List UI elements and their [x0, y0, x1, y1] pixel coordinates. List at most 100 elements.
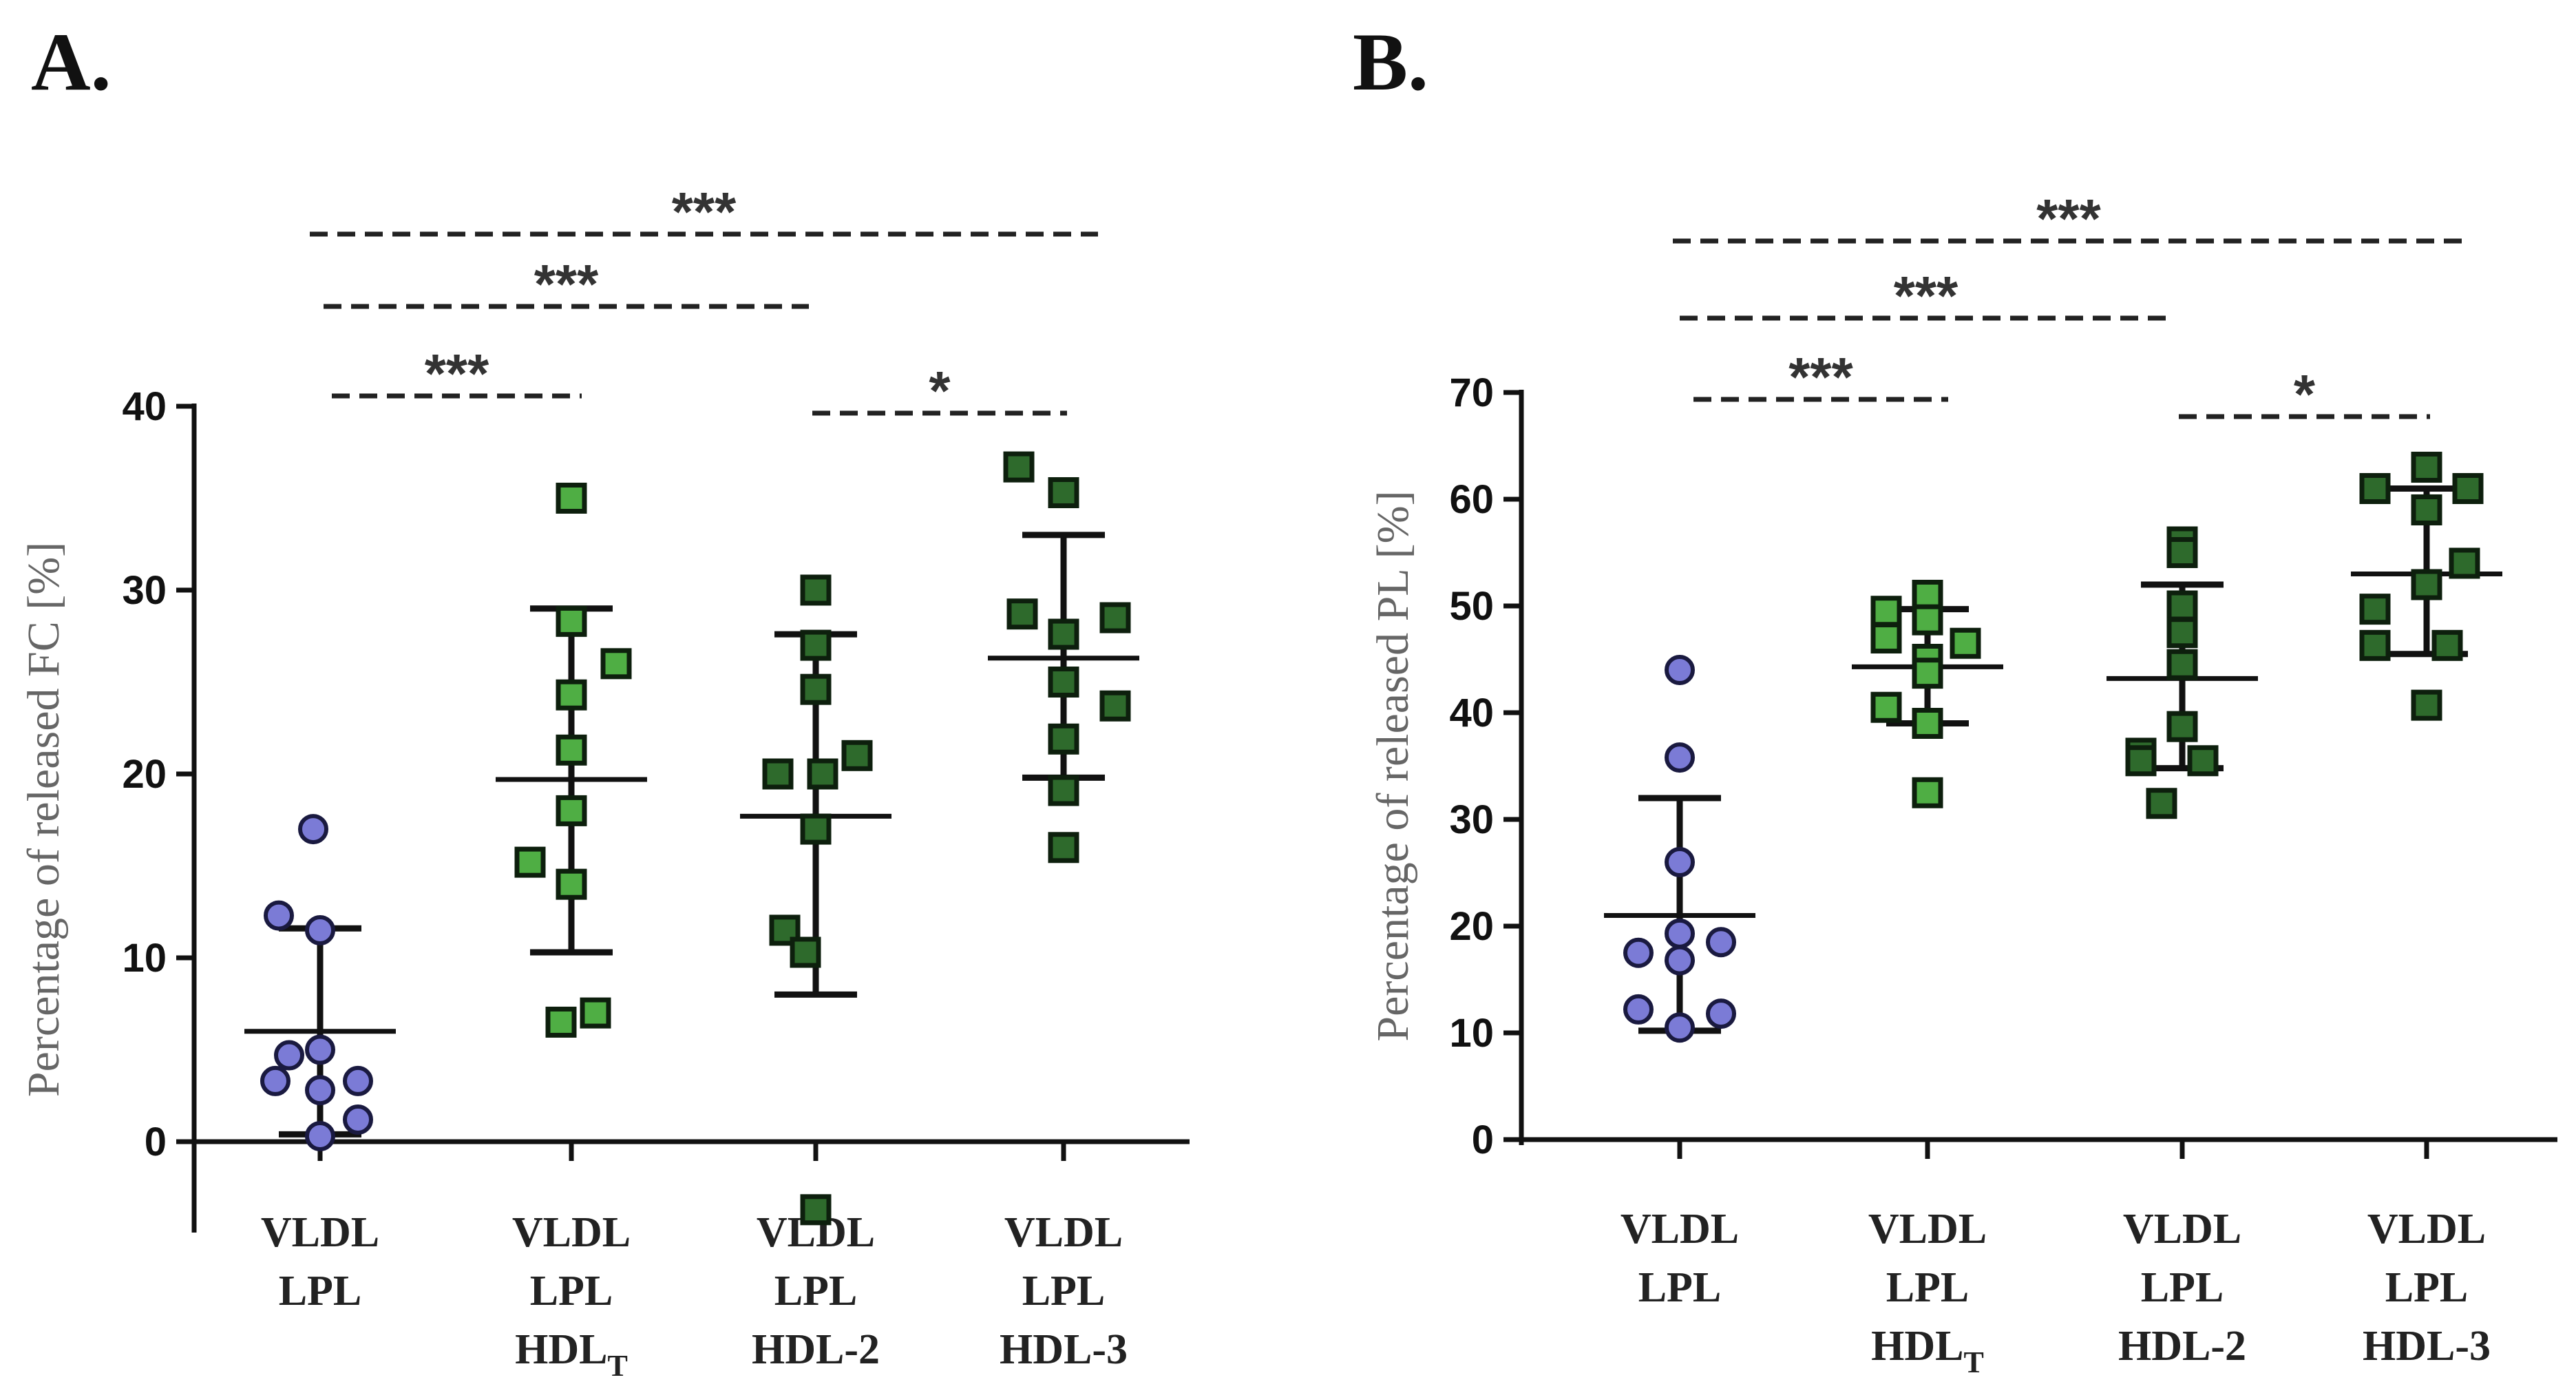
data-point	[1665, 918, 1695, 949]
data-point	[1048, 775, 1079, 806]
panel-0: A. 0 10 20 30 40 Percentage of released FC [%]…	[19, 16, 1190, 1383]
data-point	[1665, 655, 1695, 685]
data-point	[556, 483, 587, 514]
category-label-line: HDL-2	[2118, 1323, 2246, 1370]
data-point	[2187, 745, 2219, 777]
data-point	[556, 734, 587, 766]
data-point	[2359, 629, 2391, 661]
data-point	[1665, 1012, 1695, 1043]
category-label: VLDL LPL HDLT	[1868, 1206, 1987, 1379]
data-point	[1870, 691, 1902, 723]
data-point	[2166, 649, 2198, 680]
data-point	[298, 814, 328, 845]
y-tick-label: 30	[122, 568, 167, 613]
data-point	[1665, 847, 1695, 877]
data-point	[790, 936, 821, 968]
category-label: VLDL LPL	[261, 1209, 379, 1315]
data-point	[1003, 451, 1035, 483]
data-point	[2166, 711, 2198, 742]
data-point	[2146, 788, 2177, 819]
data-point	[800, 629, 832, 661]
y-tick-label: 40	[122, 384, 167, 429]
data-point	[2166, 617, 2198, 649]
data-point	[1048, 667, 1079, 698]
data-point	[800, 574, 832, 606]
data-point	[556, 605, 587, 637]
data-point	[1912, 658, 1943, 689]
category-label: VLDL LPL HDL-2	[752, 1209, 880, 1373]
data-point	[1665, 742, 1695, 773]
data-point	[556, 679, 587, 711]
data-point	[2359, 594, 2391, 625]
data-point	[556, 868, 587, 900]
y-tick-label: 10	[122, 936, 167, 981]
data-point	[2166, 590, 2198, 622]
category-label-line: LPL	[279, 1268, 362, 1315]
y-tick-label: 60	[1449, 477, 1494, 522]
data-point	[1706, 998, 1736, 1029]
category-label-line: HDL-3	[2363, 1323, 2491, 1370]
category-label-line: VLDL	[2367, 1206, 2486, 1253]
y-tick-label: 20	[122, 752, 167, 797]
data-point	[1099, 602, 1131, 633]
data-point	[1912, 580, 1943, 611]
data-point	[2452, 473, 2484, 504]
significance-label: ***	[672, 181, 737, 242]
data-point	[580, 997, 611, 1029]
y-tick-label: 0	[145, 1120, 167, 1164]
data-point	[2411, 494, 2442, 525]
panel-label: B.	[1353, 16, 1428, 107]
data-point	[1912, 604, 1943, 636]
data-point	[807, 758, 838, 790]
category-label-line: LPL	[1886, 1264, 1970, 1311]
significance-label: ***	[1894, 265, 1959, 326]
y-tick-label: 10	[1449, 1011, 1494, 1056]
significance-label: ***	[425, 343, 489, 404]
panel-1: B. 0 10 20 30 40 50 60 70 Percentage of released …	[1353, 16, 2557, 1379]
data-point	[514, 846, 546, 878]
category-label-line: LPL	[530, 1268, 613, 1315]
category-label-line: VLDL	[512, 1209, 631, 1256]
data-point	[1870, 622, 1902, 653]
y-tick-label: 30	[1449, 797, 1494, 842]
y-tick-label: 40	[1449, 691, 1494, 735]
category-label-line: VLDL	[1004, 1209, 1123, 1256]
data-point	[2359, 473, 2391, 504]
category-label-line: VLDL	[2123, 1206, 2241, 1253]
y-tick-label: 50	[1449, 584, 1494, 629]
data-point	[264, 900, 294, 931]
category-label-line: VLDL	[1868, 1206, 1987, 1253]
data-point	[800, 1194, 832, 1226]
data-point	[2449, 547, 2480, 579]
category-label: VLDL LPL HDL-3	[2363, 1206, 2491, 1370]
data-point	[556, 795, 587, 826]
data-point	[305, 1034, 335, 1065]
data-point	[1623, 994, 1654, 1025]
significance-label: ***	[534, 253, 599, 315]
data-point	[1006, 598, 1038, 630]
category-label-subscript: T	[1964, 1345, 1984, 1379]
category-label-line: LPL	[1638, 1264, 1722, 1311]
data-point	[800, 813, 832, 845]
category-label-line: VLDL	[261, 1209, 379, 1256]
data-point	[762, 758, 794, 790]
data-point	[305, 1075, 335, 1106]
y-tick-label: 70	[1449, 370, 1494, 415]
data-point	[600, 648, 632, 680]
data-point	[1048, 832, 1079, 863]
data-point	[2125, 745, 2157, 777]
data-point	[1870, 596, 1902, 627]
data-point	[1048, 476, 1079, 508]
data-point	[1623, 937, 1654, 968]
data-point	[2411, 689, 2442, 721]
y-axis-label: Percentage of released PL [%]	[1368, 490, 1418, 1041]
y-tick-label: 20	[1449, 904, 1494, 949]
category-label: VLDL LPL HDL-2	[2118, 1206, 2246, 1370]
data-point	[800, 673, 832, 705]
data-point	[1665, 945, 1695, 976]
category-label: VLDL LPL HDLT	[512, 1209, 631, 1383]
significance-label: *	[2294, 364, 2316, 425]
category-label-line: HDL	[1871, 1323, 1963, 1370]
category-label-line: HDL	[515, 1326, 607, 1373]
data-point	[343, 1065, 373, 1096]
